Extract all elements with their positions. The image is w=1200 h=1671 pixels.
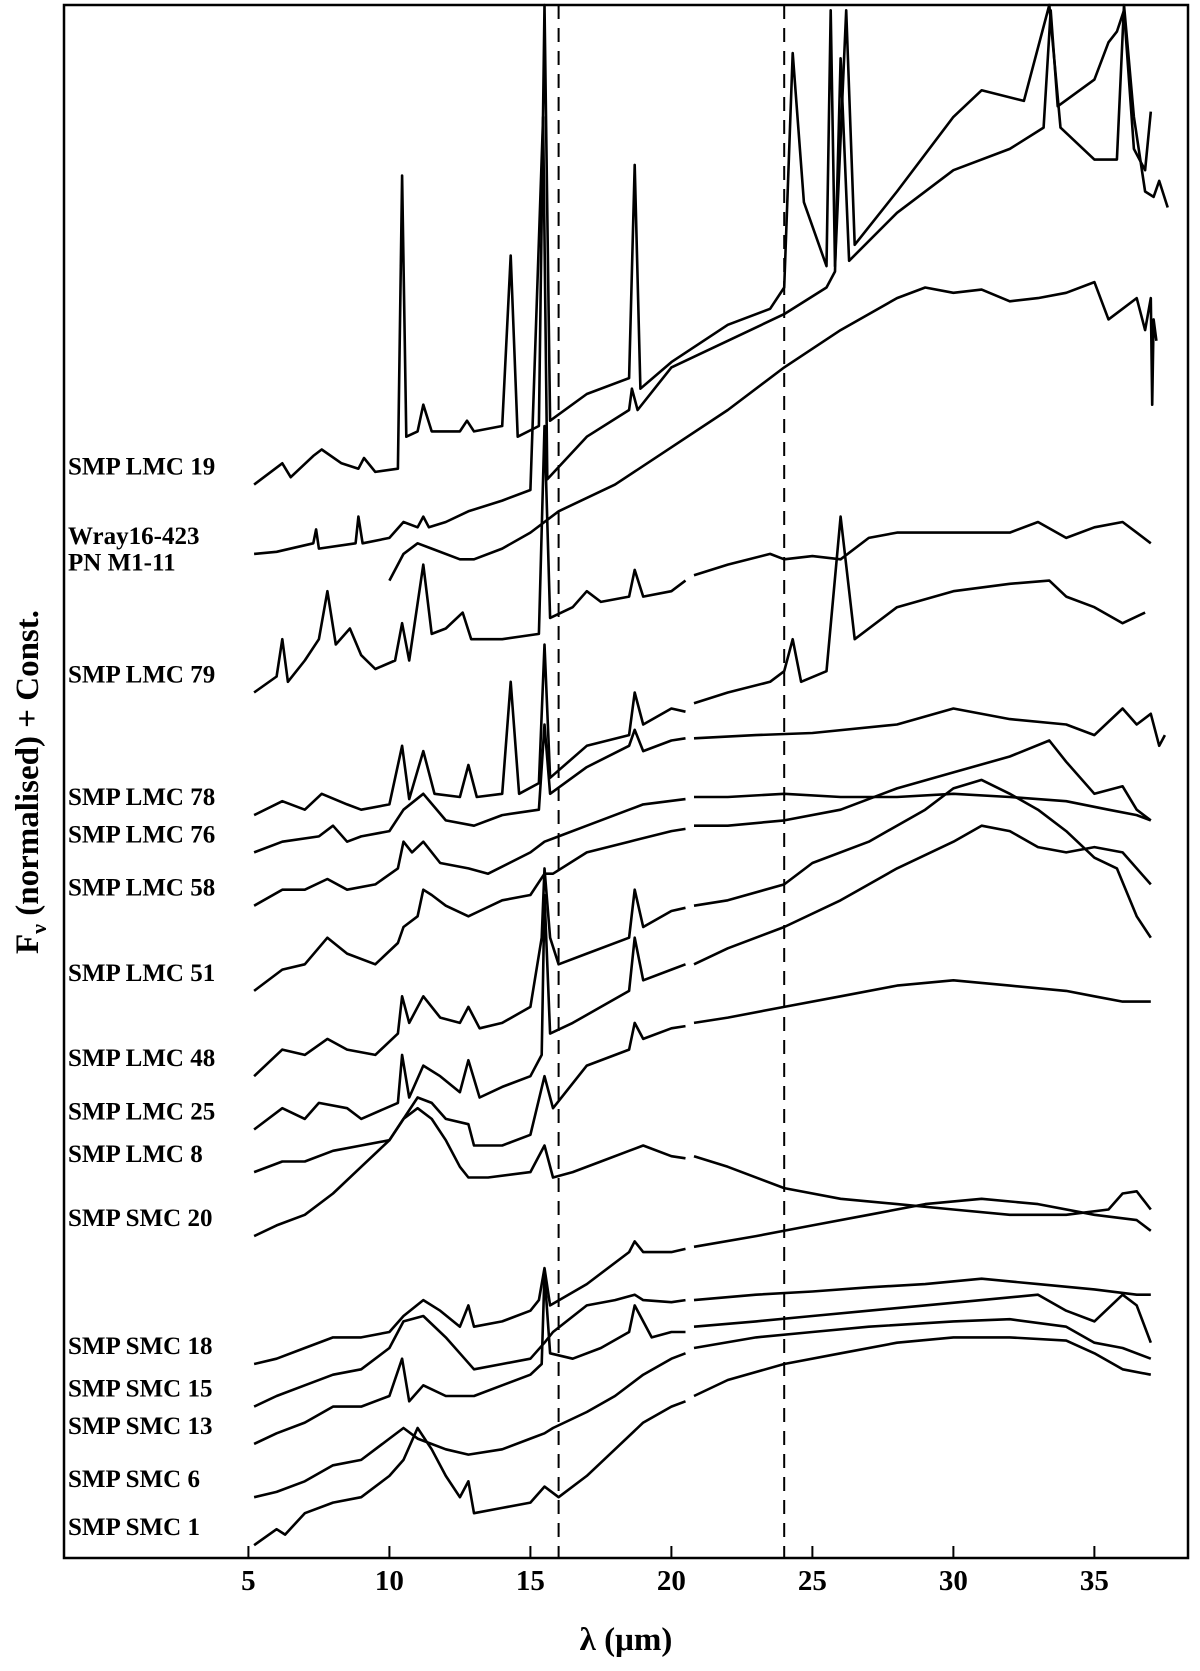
x-tick-label: 30 (939, 1565, 968, 1597)
spectrum-line (253, 979, 1151, 1174)
series-label: SMP LMC 48 (68, 1045, 215, 1072)
series-label: SMP LMC 76 (68, 821, 215, 848)
spectrum-line (253, 778, 1152, 1078)
x-tick-label: 25 (798, 1565, 827, 1597)
spectrum-line (253, 515, 1146, 817)
x-tick-label: 15 (516, 1565, 545, 1597)
series-label: SMP LMC 51 (68, 960, 215, 987)
x-tick-label: 5 (241, 1565, 256, 1597)
spectrum-line (253, 792, 1152, 907)
spectrum-line (388, 280, 1158, 582)
series-label: SMP LMC 19 (68, 454, 215, 481)
series-label: SMP LMC 25 (68, 1099, 215, 1126)
spectrum-line (253, 1336, 1152, 1547)
series-label: SMP LMC 78 (68, 784, 215, 811)
spectrum-line (253, 1272, 1153, 1446)
spectrum-line (253, 824, 1152, 1131)
x-tick-label: 35 (1080, 1565, 1109, 1597)
series-label: SMP SMC 6 (68, 1466, 200, 1493)
x-tick-label: 20 (657, 1565, 686, 1597)
x-axis-label: λ (μm) (580, 1622, 673, 1658)
x-tick-label: 10 (375, 1565, 404, 1597)
series-label: SMP LMC 8 (68, 1141, 203, 1168)
y-axis-label: Fν (normalised) + Const. (10, 610, 51, 954)
series-label: SMP LMC 58 (68, 875, 215, 902)
series-label: SMP SMC 13 (68, 1413, 212, 1440)
spectrum-line (253, 739, 1152, 992)
y-label-main: F (10, 934, 46, 954)
plot-frame (62, 3, 1190, 1560)
spectrum-line (253, 707, 1167, 854)
y-label-rest: (normalised) + Const. (10, 610, 46, 924)
spectrum-line (253, 424, 1152, 694)
series-label: PN M1-11 (68, 550, 176, 577)
series-label: SMP SMC 18 (68, 1333, 212, 1360)
spectrum-line (253, 1317, 1152, 1499)
spectrum-line (253, 1277, 1151, 1408)
y-label-sub: ν (26, 924, 51, 935)
series-label: Wray16-423 (68, 523, 199, 550)
series-label: SMP LMC 79 (68, 661, 215, 688)
series-label: SMP SMC 20 (68, 1205, 212, 1232)
series-label: SMP SMC 1 (68, 1514, 200, 1541)
spectrum-line (253, 1197, 1152, 1366)
spectrum-line (253, 9, 1153, 556)
spectrum-line (253, 1106, 1152, 1238)
series-label: SMP SMC 15 (68, 1376, 212, 1403)
spectrum-line (253, 3, 1169, 486)
